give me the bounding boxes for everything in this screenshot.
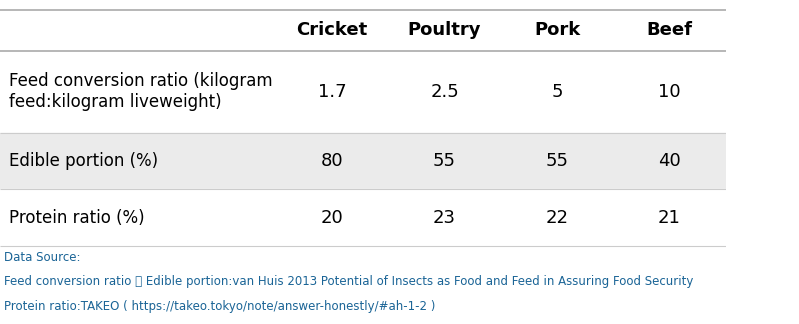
- Text: 55: 55: [546, 152, 569, 170]
- Text: 5: 5: [551, 83, 562, 101]
- Bar: [0, 51, 725, 133]
- Text: 40: 40: [658, 152, 681, 170]
- Bar: [0, 133, 725, 190]
- Bar: [0, 190, 725, 246]
- Text: 23: 23: [433, 209, 456, 227]
- Text: Edible portion (%): Edible portion (%): [9, 152, 158, 170]
- Text: Poultry: Poultry: [407, 21, 481, 39]
- Text: Pork: Pork: [534, 21, 580, 39]
- Text: 2.5: 2.5: [430, 83, 459, 101]
- Text: Feed conversion ratio ・ Edible portion:van Huis 2013 Potential of Insects as Foo: Feed conversion ratio ・ Edible portion:v…: [4, 275, 693, 288]
- Text: Protein ratio (%): Protein ratio (%): [9, 209, 145, 227]
- Text: 21: 21: [658, 209, 681, 227]
- Text: 55: 55: [433, 152, 456, 170]
- Text: 20: 20: [320, 209, 344, 227]
- Text: 10: 10: [658, 83, 681, 101]
- Text: Data Source:: Data Source:: [4, 251, 80, 264]
- Text: Cricket: Cricket: [296, 21, 368, 39]
- Text: Feed conversion ratio (kilogram
feed:kilogram liveweight): Feed conversion ratio (kilogram feed:kil…: [9, 72, 272, 111]
- Text: Protein ratio:TAKEO ( https://takeo.tokyo/note/answer-honestly/#ah-1-2 ): Protein ratio:TAKEO ( https://takeo.toky…: [4, 300, 435, 313]
- Text: 22: 22: [546, 209, 569, 227]
- Bar: [0, 10, 725, 51]
- Text: Beef: Beef: [646, 21, 693, 39]
- Text: 1.7: 1.7: [318, 83, 346, 101]
- Text: 80: 80: [320, 152, 344, 170]
